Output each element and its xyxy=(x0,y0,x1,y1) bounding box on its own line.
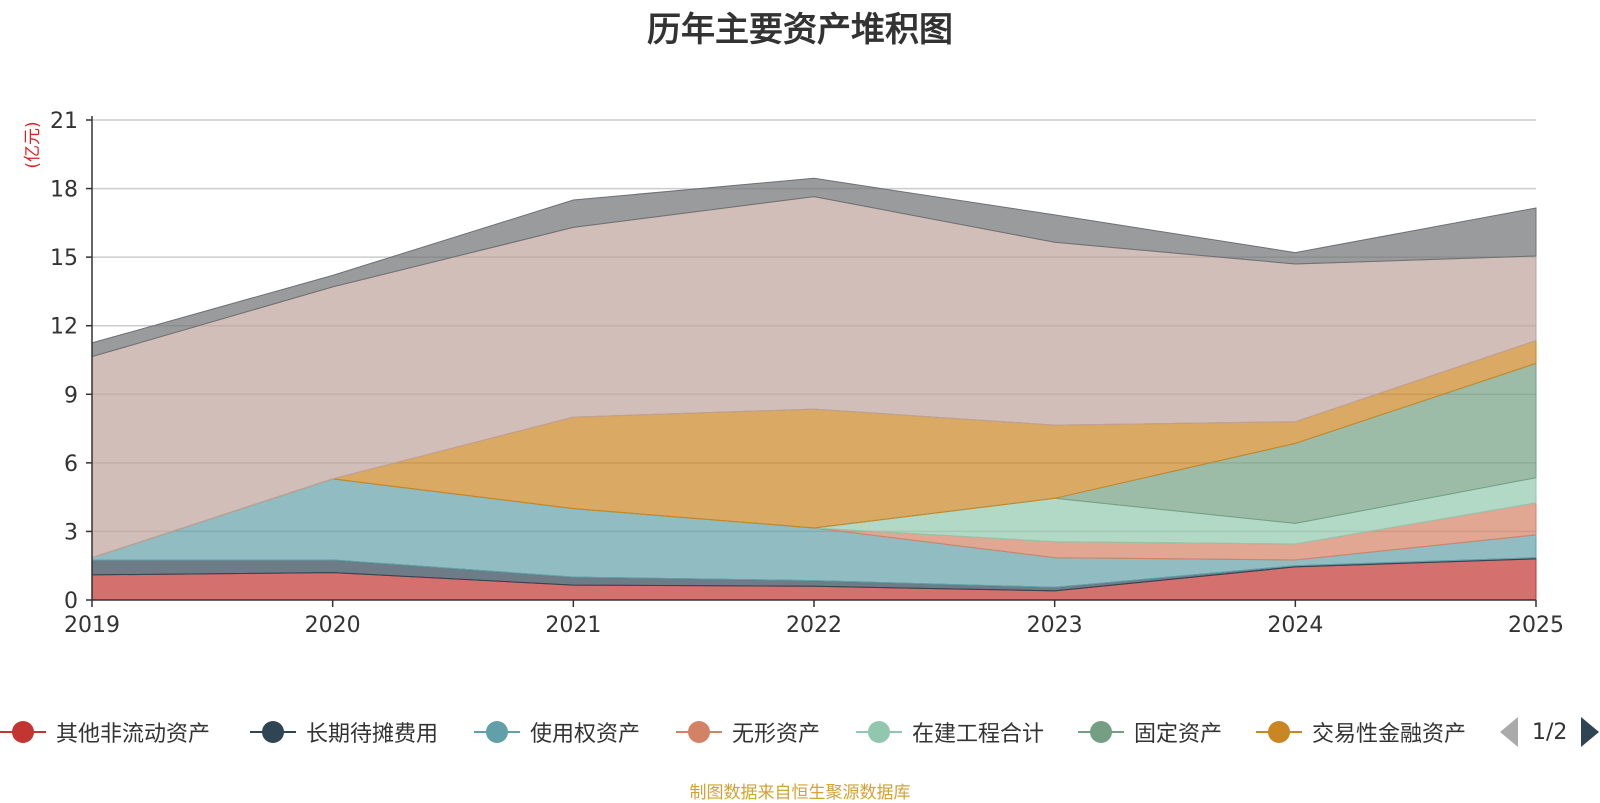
legend-label: 无形资产 xyxy=(732,722,821,747)
y-tick-label: 21 xyxy=(50,109,78,134)
source-note: 制图数据来自恒生聚源数据库 xyxy=(689,783,911,803)
legend-label: 使用权资产 xyxy=(530,722,641,747)
legend-marker-icon xyxy=(0,719,46,745)
x-tick-label: 2020 xyxy=(305,613,361,638)
stacked-areas xyxy=(91,177,1537,601)
legend-item-other-noncurrent-assets[interactable]: 其他非流动资产 xyxy=(0,712,210,752)
x-tick-label: 2025 xyxy=(1508,613,1564,638)
legend-marker-icon xyxy=(1256,719,1302,745)
legend-marker-icon xyxy=(474,719,520,745)
legend-item-construction-in-progress[interactable]: 在建工程合计 xyxy=(856,712,1044,752)
legend-label: 在建工程合计 xyxy=(912,722,1045,747)
legend-marker-icon xyxy=(856,719,902,745)
y-tick-label: 18 xyxy=(50,178,78,203)
legend-pager: 1/2 xyxy=(1500,712,1600,752)
legend-item-right-of-use-assets[interactable]: 使用权资产 xyxy=(474,712,640,752)
x-tick-label: 2019 xyxy=(64,613,120,638)
legend-label: 其他非流动资产 xyxy=(56,722,211,747)
x-tick-label: 2021 xyxy=(545,613,601,638)
legend-item-fixed-assets[interactable]: 固定资产 xyxy=(1078,712,1222,752)
legend-label: 固定资产 xyxy=(1134,722,1223,747)
legend-item-long-term-prepaid[interactable]: 长期待摊费用 xyxy=(250,712,438,752)
x-tick-label: 2024 xyxy=(1267,613,1323,638)
legend-item-intangible-assets[interactable]: 无形资产 xyxy=(676,712,820,752)
y-axis-unit-label: (亿元) xyxy=(23,121,43,168)
legend: 其他非流动资产 长期待摊费用 使用权资产 无形资产 在建工程合计 固定资产 交易… xyxy=(0,712,1600,752)
x-tick-label: 2022 xyxy=(786,613,842,638)
legend-label: 交易性金融资产 xyxy=(1312,722,1467,747)
legend-marker-icon xyxy=(676,719,722,745)
legend-marker-icon xyxy=(250,719,296,745)
axes: 0 3 6 9 12 15 18 21 2019 2020 2021 2022 2023 2024 2025 xyxy=(50,109,1564,638)
area-series-其他[interactable] xyxy=(91,177,1537,358)
chart-title: 历年主要资产堆积图 xyxy=(647,10,953,50)
y-tick-label: 3 xyxy=(64,520,78,545)
legend-marker-icon xyxy=(1078,719,1124,745)
y-tick-label: 15 xyxy=(50,246,78,271)
legend-item-trading-financial-assets[interactable]: 交易性金融资产 xyxy=(1256,712,1466,752)
legend-page-indicator: 1/2 xyxy=(1532,719,1568,745)
legend-label: 长期待摊费用 xyxy=(306,722,439,747)
x-tick-label: 2023 xyxy=(1027,613,1083,638)
y-tick-label: 12 xyxy=(50,315,78,340)
y-tick-label: 6 xyxy=(64,452,78,477)
y-tick-label: 0 xyxy=(64,589,78,614)
y-tick-label: 9 xyxy=(64,383,78,408)
legend-next-page-icon[interactable] xyxy=(1581,717,1600,747)
legend-prev-page-icon[interactable] xyxy=(1500,717,1518,747)
